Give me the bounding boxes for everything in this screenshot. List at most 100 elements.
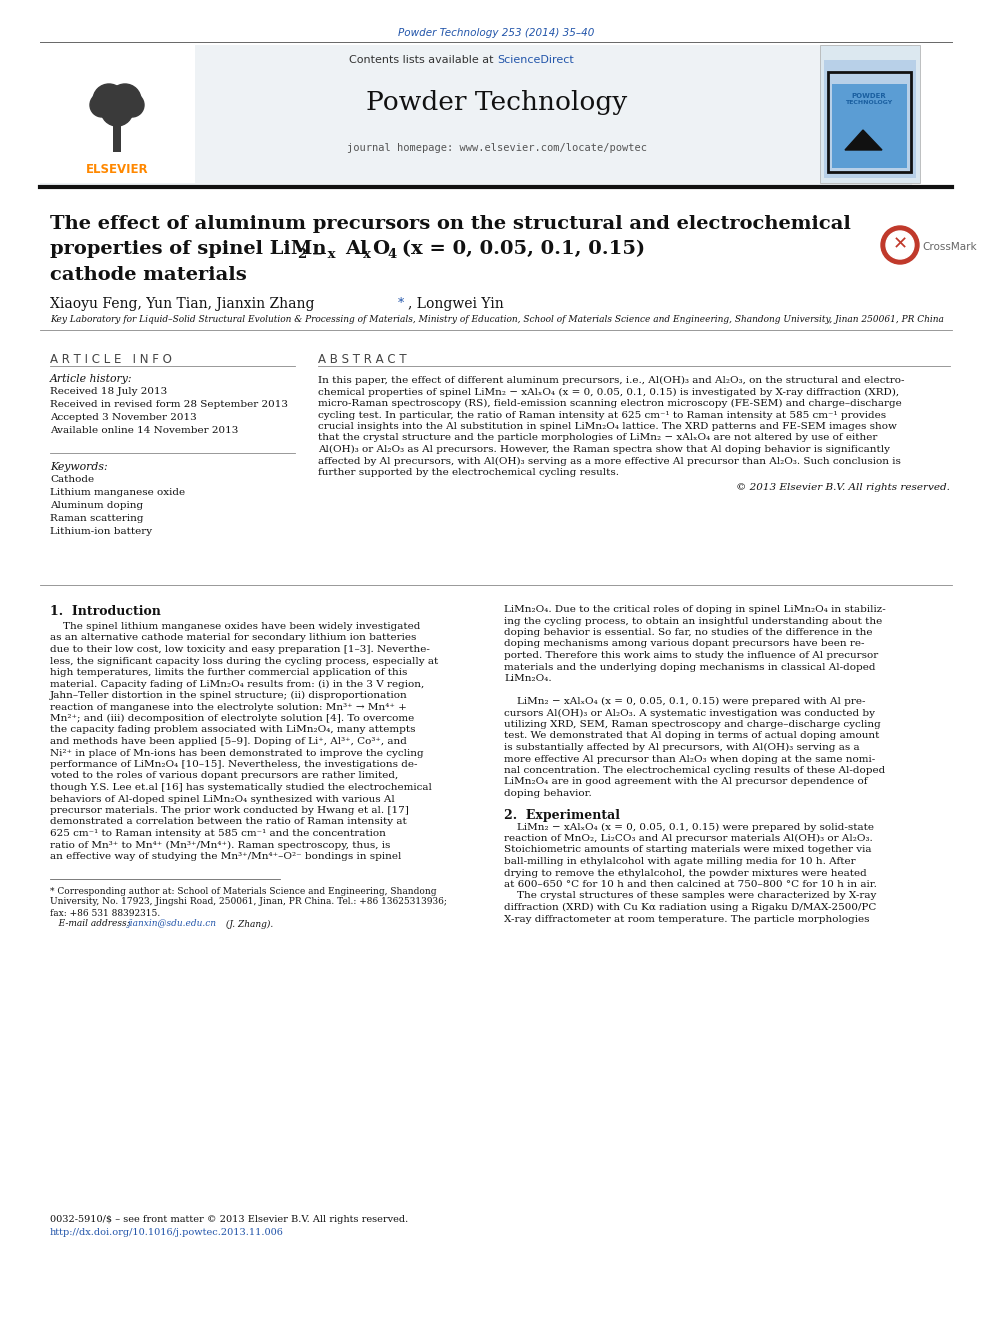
Text: Stoichiometric amounts of starting materials were mixed together via: Stoichiometric amounts of starting mater… xyxy=(504,845,872,855)
Text: reaction of manganese into the electrolyte solution: Mn³⁺ → Mn⁴⁺ +: reaction of manganese into the electroly… xyxy=(50,703,407,712)
Bar xyxy=(113,116,121,152)
Circle shape xyxy=(120,93,144,116)
Text: Key Laboratory for Liquid–Solid Structural Evolution & Processing of Materials, : Key Laboratory for Liquid–Solid Structur… xyxy=(50,315,943,324)
Text: (J. Zhang).: (J. Zhang). xyxy=(223,919,273,929)
Text: performance of LiMn₂O₄ [10–15]. Nevertheless, the investigations de-: performance of LiMn₂O₄ [10–15]. Neverthe… xyxy=(50,759,418,769)
Text: 2 − x: 2 − x xyxy=(298,247,335,261)
Text: Powder Technology 253 (2014) 35–40: Powder Technology 253 (2014) 35–40 xyxy=(398,28,594,38)
Text: A B S T R A C T: A B S T R A C T xyxy=(318,353,407,366)
Circle shape xyxy=(93,83,125,116)
Text: further supported by the electrochemical cycling results.: further supported by the electrochemical… xyxy=(318,468,619,478)
Text: doping behavior is essential. So far, no studies of the difference in the: doping behavior is essential. So far, no… xyxy=(504,628,873,636)
Bar xyxy=(40,45,195,183)
Text: behaviors of Al-doped spinel LiMn₂O₄ synthesized with various Al: behaviors of Al-doped spinel LiMn₂O₄ syn… xyxy=(50,795,395,803)
Text: test. We demonstrated that Al doping in terms of actual doping amount: test. We demonstrated that Al doping in … xyxy=(504,732,879,741)
Text: Powder Technology: Powder Technology xyxy=(366,90,628,115)
Text: Cathode: Cathode xyxy=(50,475,94,484)
Text: Raman scattering: Raman scattering xyxy=(50,515,144,523)
Text: The crystal structures of these samples were characterized by X-ray: The crystal structures of these samples … xyxy=(504,892,876,901)
Text: X-ray diffractometer at room temperature. The particle morphologies: X-ray diffractometer at room temperature… xyxy=(504,914,870,923)
Text: LiMn₂O₄ are in good agreement with the Al precursor dependence of: LiMn₂O₄ are in good agreement with the A… xyxy=(504,778,867,786)
Text: LiMn₂ − xAlₓO₄ (x = 0, 0.05, 0.1, 0.15) were prepared with Al pre-: LiMn₂ − xAlₓO₄ (x = 0, 0.05, 0.1, 0.15) … xyxy=(504,697,865,706)
Text: doping mechanisms among various dopant precursors have been re-: doping mechanisms among various dopant p… xyxy=(504,639,864,648)
Text: Contents lists available at: Contents lists available at xyxy=(349,56,497,65)
Circle shape xyxy=(90,93,114,116)
Text: LiMn₂O₄.: LiMn₂O₄. xyxy=(504,673,552,683)
Text: affected by Al precursors, with Al(OH)₃ serving as a more effective Al precursor: affected by Al precursors, with Al(OH)₃ … xyxy=(318,456,901,466)
Text: ing the cycling process, to obtain an insightful understanding about the: ing the cycling process, to obtain an in… xyxy=(504,617,882,626)
Text: ported. Therefore this work aims to study the influence of Al precursor: ported. Therefore this work aims to stud… xyxy=(504,651,878,660)
Text: The spinel lithium manganese oxides have been widely investigated: The spinel lithium manganese oxides have… xyxy=(50,622,421,631)
Text: drying to remove the ethylalcohol, the powder mixtures were heated: drying to remove the ethylalcohol, the p… xyxy=(504,868,867,877)
Text: © 2013 Elsevier B.V. All rights reserved.: © 2013 Elsevier B.V. All rights reserved… xyxy=(736,483,950,492)
Text: Al(OH)₃ or Al₂O₃ as Al precursors. However, the Raman spectra show that Al dopin: Al(OH)₃ or Al₂O₃ as Al precursors. Howev… xyxy=(318,445,890,454)
Text: * Corresponding author at: School of Materials Science and Engineering, Shandong: * Corresponding author at: School of Mat… xyxy=(50,886,436,896)
Text: though Y.S. Lee et.al [16] has systematically studied the electrochemical: though Y.S. Lee et.al [16] has systemati… xyxy=(50,783,432,792)
Text: materials and the underlying doping mechanisms in classical Al-doped: materials and the underlying doping mech… xyxy=(504,663,876,672)
Text: chemical properties of spinel LiMn₂ − xAlₓO₄ (x = 0, 0.05, 0.1, 0.15) is investi: chemical properties of spinel LiMn₂ − xA… xyxy=(318,388,899,397)
Text: voted to the roles of various dopant precursors are rather limited,: voted to the roles of various dopant pre… xyxy=(50,771,398,781)
Text: LiMn₂ − xAlₓO₄ (x = 0, 0.05, 0.1, 0.15) were prepared by solid-state: LiMn₂ − xAlₓO₄ (x = 0, 0.05, 0.1, 0.15) … xyxy=(504,823,874,832)
Text: ratio of Mn³⁺ to Mn⁴⁺ (Mn³⁺/Mn⁴⁺). Raman spectroscopy, thus, is: ratio of Mn³⁺ to Mn⁴⁺ (Mn³⁺/Mn⁴⁺). Raman… xyxy=(50,840,391,849)
Text: http://dx.doi.org/10.1016/j.powtec.2013.11.006: http://dx.doi.org/10.1016/j.powtec.2013.… xyxy=(50,1228,284,1237)
Text: 4: 4 xyxy=(388,247,397,261)
Text: 2.  Experimental: 2. Experimental xyxy=(504,808,620,822)
Text: properties of spinel LiMn: properties of spinel LiMn xyxy=(50,239,326,258)
Text: Lithium-ion battery: Lithium-ion battery xyxy=(50,527,152,536)
Text: LiMn₂O₄. Due to the critical roles of doping in spinel LiMn₂O₄ in stabiliz-: LiMn₂O₄. Due to the critical roles of do… xyxy=(504,605,886,614)
Text: utilizing XRD, SEM, Raman spectroscopy and charge–discharge cycling: utilizing XRD, SEM, Raman spectroscopy a… xyxy=(504,720,881,729)
Text: demonstrated a correlation between the ratio of Raman intensity at: demonstrated a correlation between the r… xyxy=(50,818,407,827)
Text: due to their low cost, low toxicity and easy preparation [1–3]. Neverthe-: due to their low cost, low toxicity and … xyxy=(50,646,430,654)
Text: crucial insights into the Al substitution in spinel LiMn₂O₄ lattice. The XRD pat: crucial insights into the Al substitutio… xyxy=(318,422,897,431)
Text: TECHNOLOGY: TECHNOLOGY xyxy=(845,101,893,105)
Circle shape xyxy=(109,83,141,116)
Text: material. Capacity fading of LiMn₂O₄ results from: (i) in the 3 V region,: material. Capacity fading of LiMn₂O₄ res… xyxy=(50,680,425,689)
Text: as an alternative cathode material for secondary lithium ion batteries: as an alternative cathode material for s… xyxy=(50,634,417,643)
Text: 625 cm⁻¹ to Raman intensity at 585 cm⁻¹ and the concentration: 625 cm⁻¹ to Raman intensity at 585 cm⁻¹ … xyxy=(50,830,386,837)
Text: A R T I C L E   I N F O: A R T I C L E I N F O xyxy=(50,353,172,366)
Text: POWDER: POWDER xyxy=(851,93,887,99)
Text: Aluminum doping: Aluminum doping xyxy=(50,501,143,509)
Text: nal concentration. The electrochemical cycling results of these Al-doped: nal concentration. The electrochemical c… xyxy=(504,766,885,775)
Text: Received in revised form 28 September 2013: Received in revised form 28 September 20… xyxy=(50,400,288,409)
Text: Keywords:: Keywords: xyxy=(50,462,107,472)
Text: cycling test. In particular, the ratio of Raman intensity at 625 cm⁻¹ to Raman i: cycling test. In particular, the ratio o… xyxy=(318,410,886,419)
Text: diffraction (XRD) with Cu Kα radiation using a Rigaku D/MAX-2500/PC: diffraction (XRD) with Cu Kα radiation u… xyxy=(504,904,876,912)
Polygon shape xyxy=(845,130,882,149)
Text: cathode materials: cathode materials xyxy=(50,266,247,284)
Text: that the crystal structure and the particle morphologies of LiMn₂ − xAlₓO₄ are n: that the crystal structure and the parti… xyxy=(318,434,877,442)
Text: Jahn–Teller distortion in the spinel structure; (ii) disproportionation: Jahn–Teller distortion in the spinel str… xyxy=(50,691,408,700)
Text: Xiaoyu Feng, Yun Tian, Jianxin Zhang: Xiaoyu Feng, Yun Tian, Jianxin Zhang xyxy=(50,296,318,311)
Text: Available online 14 November 2013: Available online 14 November 2013 xyxy=(50,426,238,435)
Text: ScienceDirect: ScienceDirect xyxy=(497,56,573,65)
Text: Received 18 July 2013: Received 18 July 2013 xyxy=(50,388,168,396)
Text: the capacity fading problem associated with LiMn₂O₄, many attempts: the capacity fading problem associated w… xyxy=(50,725,416,734)
Text: 0032-5910/$ – see front matter © 2013 Elsevier B.V. All rights reserved.: 0032-5910/$ – see front matter © 2013 El… xyxy=(50,1215,409,1224)
Text: Mn²⁺; and (iii) decomposition of electrolyte solution [4]. To overcome: Mn²⁺; and (iii) decomposition of electro… xyxy=(50,714,415,724)
Text: an effective way of studying the Mn³⁺/Mn⁴⁺–O²⁻ bondings in spinel: an effective way of studying the Mn³⁺/Mn… xyxy=(50,852,402,861)
Circle shape xyxy=(886,232,914,259)
Text: Al: Al xyxy=(345,239,367,258)
Circle shape xyxy=(881,226,919,265)
Text: jianxin@sdu.edu.cn: jianxin@sdu.edu.cn xyxy=(128,919,217,929)
Text: Lithium manganese oxide: Lithium manganese oxide xyxy=(50,488,186,497)
Text: O: O xyxy=(372,239,389,258)
Text: (x = 0, 0.05, 0.1, 0.15): (x = 0, 0.05, 0.1, 0.15) xyxy=(395,239,645,258)
Text: University, No. 17923, Jingshi Road, 250061, Jinan, PR China. Tel.: +86 13625313: University, No. 17923, Jingshi Road, 250… xyxy=(50,897,446,906)
Text: journal homepage: www.elsevier.com/locate/powtec: journal homepage: www.elsevier.com/locat… xyxy=(347,143,647,153)
Bar xyxy=(832,83,907,168)
Text: The effect of aluminum precursors on the structural and electrochemical: The effect of aluminum precursors on the… xyxy=(50,216,851,233)
Text: fax: +86 531 88392315.: fax: +86 531 88392315. xyxy=(50,909,161,917)
Bar xyxy=(40,45,912,185)
Text: precursor materials. The prior work conducted by Hwang et al. [17]: precursor materials. The prior work cond… xyxy=(50,806,409,815)
Text: ELSEVIER: ELSEVIER xyxy=(85,163,149,176)
Text: reaction of MnO₂, Li₂CO₃ and Al precursor materials Al(OH)₃ or Al₂O₃.: reaction of MnO₂, Li₂CO₃ and Al precurso… xyxy=(504,833,873,843)
Bar xyxy=(820,45,920,183)
Text: Ni²⁺ in place of Mn-ions has been demonstrated to improve the cycling: Ni²⁺ in place of Mn-ions has been demons… xyxy=(50,749,424,758)
Text: E-mail address:: E-mail address: xyxy=(50,919,133,929)
Bar xyxy=(828,71,911,172)
Text: In this paper, the effect of different aluminum precursors, i.e., Al(OH)₃ and Al: In this paper, the effect of different a… xyxy=(318,376,905,385)
Text: ⁎: ⁎ xyxy=(398,292,405,306)
Text: is substantially affected by Al precursors, with Al(OH)₃ serving as a: is substantially affected by Al precurso… xyxy=(504,744,860,751)
Text: 1.  Introduction: 1. Introduction xyxy=(50,605,161,618)
